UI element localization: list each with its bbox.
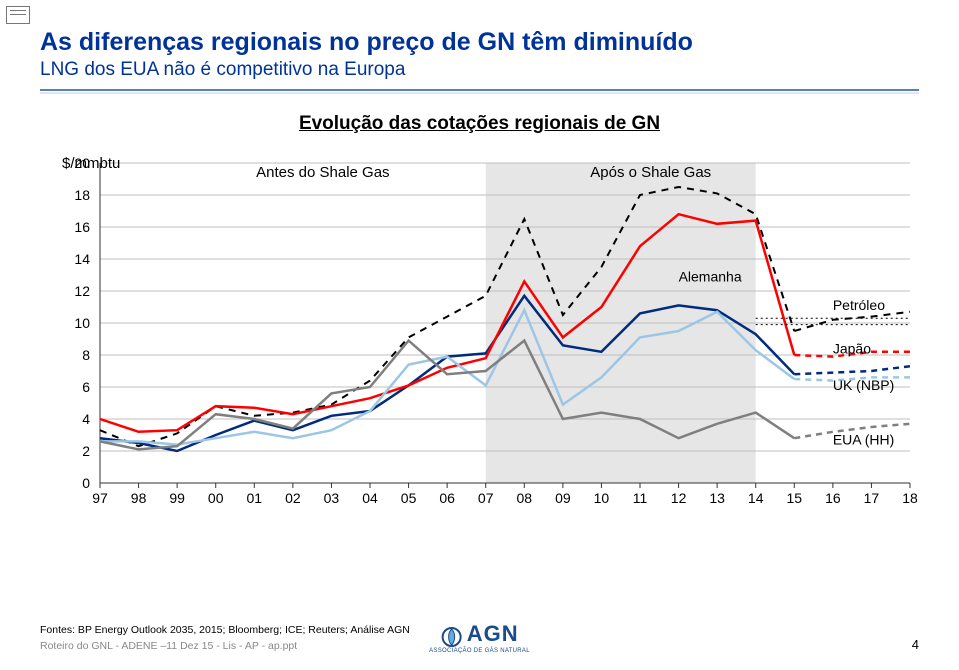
svg-text:14: 14 — [74, 251, 90, 267]
svg-text:01: 01 — [246, 490, 262, 506]
svg-text:10: 10 — [594, 490, 610, 506]
svg-text:06: 06 — [439, 490, 455, 506]
svg-text:97: 97 — [92, 490, 108, 506]
svg-text:99: 99 — [169, 490, 185, 506]
logo-icon — [440, 626, 462, 648]
svg-text:13: 13 — [709, 490, 725, 506]
svg-text:8: 8 — [82, 347, 90, 363]
sources-text: Fontes: BP Energy Outlook 2035, 2015; Bl… — [40, 624, 410, 636]
logo-subtext: ASSOCIAÇÃO DE GÁS NATURAL — [429, 648, 530, 654]
svg-text:2: 2 — [82, 443, 90, 459]
svg-text:6: 6 — [82, 379, 90, 395]
svg-text:Antes do Shale Gas: Antes do Shale Gas — [256, 164, 389, 181]
svg-text:03: 03 — [324, 490, 340, 506]
svg-text:15: 15 — [786, 490, 802, 506]
corner-widget — [6, 6, 30, 24]
logo-text: AGN — [467, 621, 519, 646]
chart-container: 0246810121416182097989900010203040506070… — [40, 153, 920, 533]
svg-text:12: 12 — [74, 283, 90, 299]
svg-text:04: 04 — [362, 490, 378, 506]
title-divider — [40, 89, 919, 91]
slide-subtitle: LNG dos EUA não é competitivo na Europa — [40, 59, 919, 81]
svg-text:Petróleo: Petróleo — [833, 297, 885, 313]
svg-text:UK (NBP): UK (NBP) — [833, 377, 894, 393]
logo: AGN ASSOCIAÇÃO DE GÁS NATURAL — [429, 623, 530, 654]
svg-text:Após o Shale Gas: Após o Shale Gas — [590, 164, 711, 181]
svg-text:16: 16 — [825, 490, 841, 506]
slide: As diferenças regionais no preço de GN t… — [0, 0, 959, 670]
svg-text:$/mmbtu: $/mmbtu — [62, 155, 120, 172]
svg-text:16: 16 — [74, 219, 90, 235]
svg-text:05: 05 — [401, 490, 417, 506]
svg-text:18: 18 — [902, 490, 918, 506]
svg-text:08: 08 — [516, 490, 532, 506]
svg-text:14: 14 — [748, 490, 764, 506]
svg-text:10: 10 — [74, 315, 90, 331]
svg-text:09: 09 — [555, 490, 571, 506]
footer-path: Roteiro do GNL - ADENE –11 Dez 15 - Lis … — [40, 640, 297, 652]
svg-text:4: 4 — [82, 411, 90, 427]
svg-text:Japão: Japão — [833, 340, 871, 356]
svg-text:98: 98 — [131, 490, 147, 506]
svg-text:18: 18 — [74, 187, 90, 203]
chart-title: Evolução das cotações regionais de GN — [40, 113, 919, 135]
svg-text:17: 17 — [864, 490, 880, 506]
svg-text:11: 11 — [633, 490, 648, 506]
svg-text:02: 02 — [285, 490, 301, 506]
svg-text:EUA (HH): EUA (HH) — [833, 432, 894, 448]
svg-text:Alemanha: Alemanha — [679, 268, 742, 284]
slide-title: As diferenças regionais no preço de GN t… — [40, 28, 919, 57]
svg-text:00: 00 — [208, 490, 224, 506]
page-number: 4 — [912, 637, 919, 652]
svg-text:07: 07 — [478, 490, 494, 506]
svg-text:0: 0 — [82, 475, 90, 491]
line-chart: 0246810121416182097989900010203040506070… — [40, 153, 920, 533]
svg-text:12: 12 — [671, 490, 687, 506]
